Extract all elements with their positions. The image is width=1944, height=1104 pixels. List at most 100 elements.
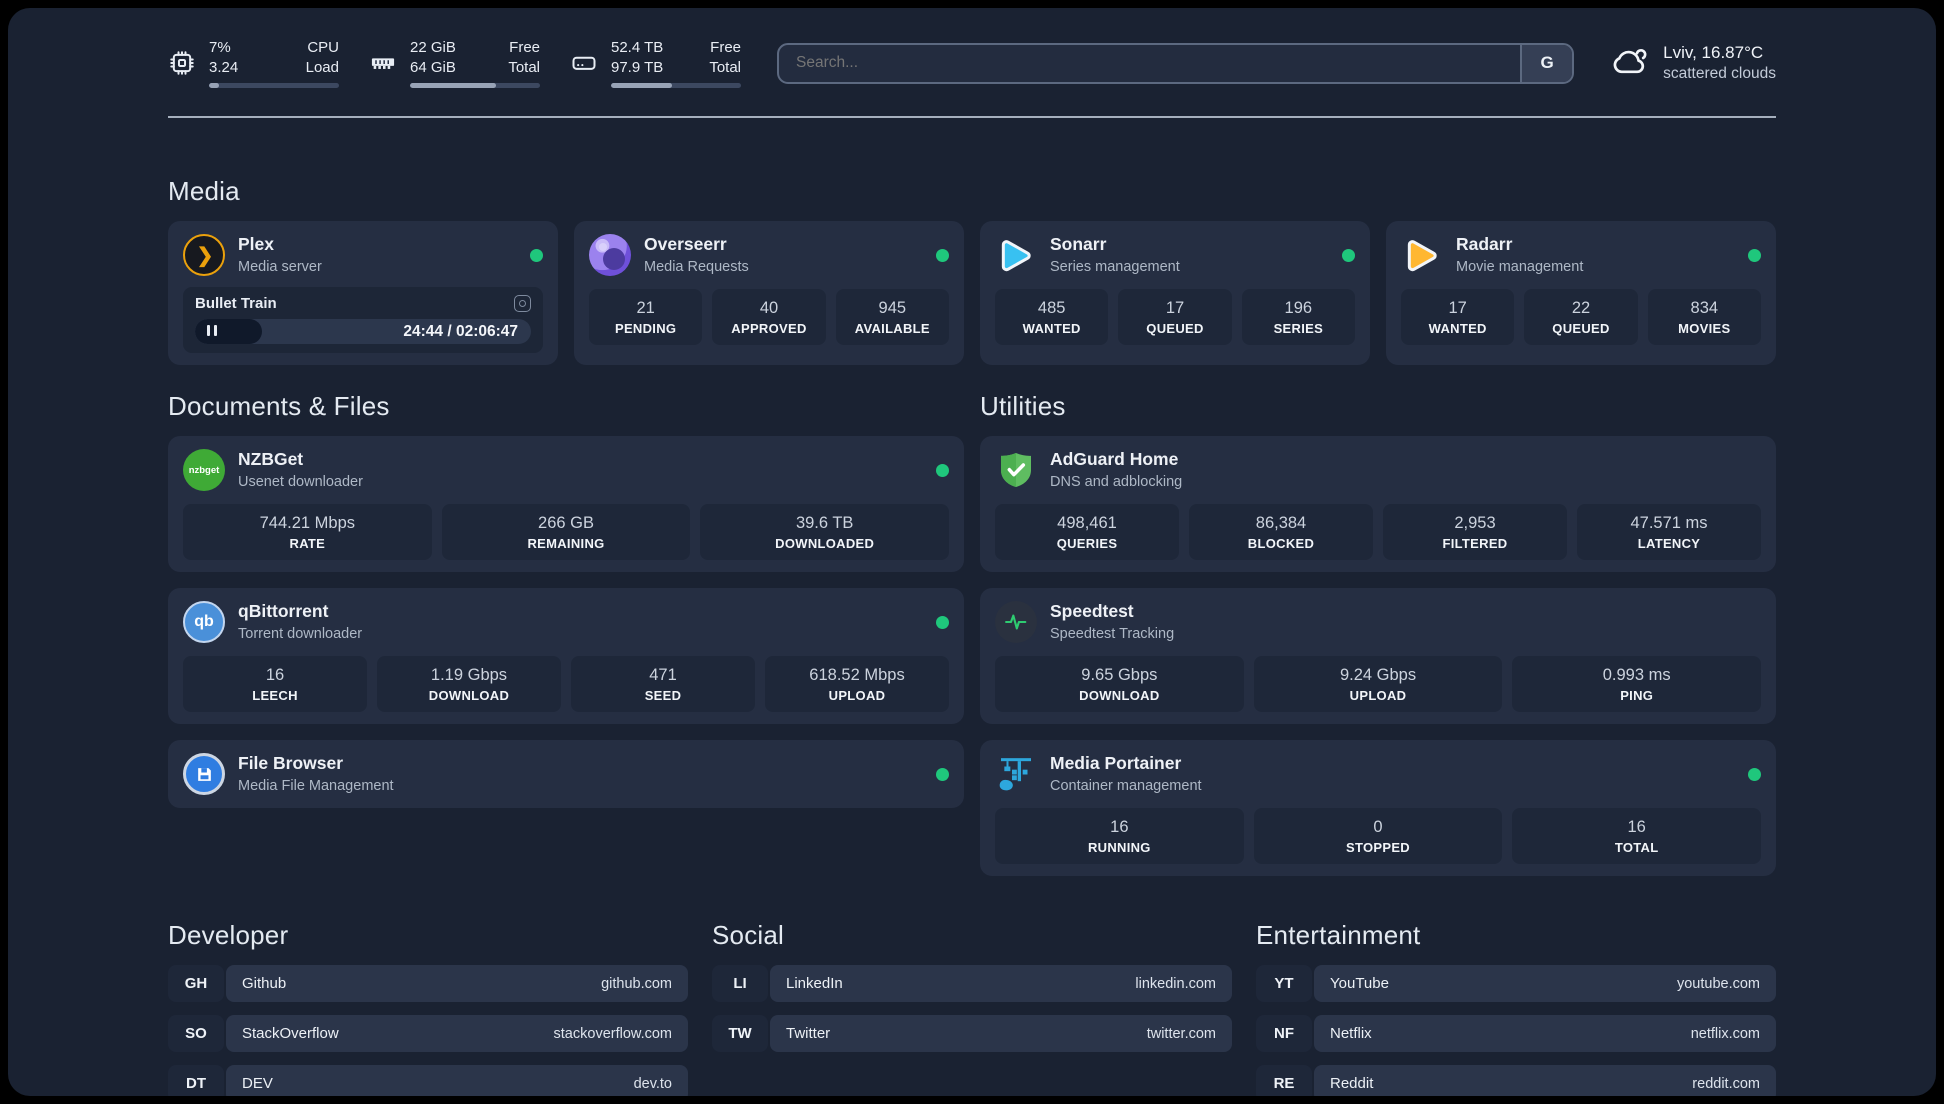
app-card-plex[interactable]: ❯ Plex Media server Bullet Train 24: (168, 221, 558, 365)
search-input[interactable] (779, 44, 1521, 82)
app-name: Plex (238, 234, 274, 254)
storage-stat: 52.4 TB 97.9 TB Free Total (570, 38, 741, 88)
stat-box-wanted: 17 WANTED (1401, 289, 1515, 345)
bookmark-name: YouTube (1330, 975, 1389, 992)
bookmark-url: stackoverflow.com (553, 1025, 672, 1042)
utilities-column: Utilities AdGuard Home (980, 391, 1776, 876)
status-dot (1342, 248, 1355, 262)
app-description: Usenet downloader (238, 473, 363, 490)
documents-section-title: Documents & Files (168, 391, 390, 421)
stat-box-movies: 834 MOVIES (1647, 289, 1761, 345)
disk-icon (570, 49, 598, 77)
bookmark-abbr: GH (168, 965, 224, 1002)
app-card-adguard[interactable]: AdGuard Home DNS and adblocking 498,461 Q… (980, 436, 1776, 572)
bookmark-url: youtube.com (1676, 975, 1760, 992)
bookmark-linkedin[interactable]: LI LinkedIn linkedin.com (712, 965, 1232, 1002)
status-dot (1748, 767, 1761, 781)
storage-free-label: Free (710, 39, 741, 56)
developer-section-title: Developer (168, 920, 289, 950)
now-playing-title: Bullet Train (195, 295, 277, 312)
app-card-radarr[interactable]: Radarr Movie management 17 WANTED 22 QUEUE… (1386, 221, 1776, 365)
bookmark-twitter[interactable]: TW Twitter twitter.com (712, 1015, 1232, 1052)
status-dot (530, 248, 543, 262)
developer-column: Developer GH Github github.com SO StackO… (168, 920, 688, 1096)
bookmark-abbr: DT (168, 1065, 224, 1096)
bookmark-abbr: YT (1256, 965, 1312, 1002)
app-description: Torrent downloader (238, 625, 363, 642)
bookmark-name: StackOverflow (242, 1025, 339, 1042)
qbittorrent-icon: qb (183, 601, 225, 643)
session-info-icon[interactable] (514, 295, 531, 312)
cpu-load-label: Load (305, 58, 339, 76)
app-name: File Browser (238, 753, 344, 773)
bookmark-abbr: NF (1256, 1015, 1312, 1052)
stat-box-queued: 22 QUEUED (1524, 289, 1638, 345)
app-description: Media Requests (644, 258, 749, 275)
now-playing-widget: Bullet Train 24:44 / 02:06:47 (183, 287, 543, 353)
app-card-sonarr[interactable]: Sonarr Series management 485 WANTED 17 QUE… (980, 221, 1370, 365)
stat-box-pending: 21 PENDING (589, 289, 703, 345)
bookmark-github[interactable]: GH Github github.com (168, 965, 688, 1002)
bookmark-netflix[interactable]: NF Netflix netflix.com (1256, 1015, 1776, 1052)
bookmark-name: Twitter (786, 1025, 831, 1042)
bookmark-name: Netflix (1330, 1025, 1372, 1042)
ram-icon (369, 49, 397, 77)
radarr-icon (1401, 234, 1443, 276)
bookmark-stackoverflow[interactable]: SO StackOverflow stackoverflow.com (168, 1015, 688, 1052)
bookmark-url: github.com (601, 975, 672, 992)
app-card-portainer[interactable]: Media Portainer Container management 16 R… (980, 740, 1776, 876)
bookmark-url: twitter.com (1146, 1025, 1216, 1042)
social-column: Social LI LinkedIn linkedin.com TW Twitt… (712, 920, 1232, 1096)
entertainment-section-title: Entertainment (1256, 920, 1421, 950)
overseerr-icon (589, 234, 631, 276)
app-card-qbittorrent[interactable]: qb qBittorrent Torrent downloader 16 LEEC… (168, 588, 964, 724)
storage-free-value: 52.4 TB (611, 39, 664, 56)
app-description: Movie management (1456, 258, 1584, 275)
stat-box-queries: 498,461 QUERIES (995, 504, 1179, 560)
memory-progressbar (410, 83, 540, 88)
bookmark-dev[interactable]: DT DEV dev.to (168, 1065, 688, 1096)
storage-progressbar (611, 83, 741, 88)
bookmark-abbr: TW (712, 1015, 768, 1052)
topbar: 7% 3.24 CPU Load (168, 36, 1776, 90)
cpu-usage-label: CPU (307, 39, 339, 56)
stat-box-running: 16 RUNNING (995, 808, 1244, 864)
sonarr-icon (995, 234, 1037, 276)
bookmark-youtube[interactable]: YT YouTube youtube.com (1256, 965, 1776, 1002)
stat-box-download: 9.65 Gbps DOWNLOAD (995, 656, 1244, 712)
status-dot (936, 248, 949, 262)
storage-total-label: Total (709, 58, 741, 76)
bookmark-reddit[interactable]: RE Reddit reddit.com (1256, 1065, 1776, 1096)
app-card-nzbget[interactable]: nzbget NZBGet Usenet downloader 744.21 M… (168, 436, 964, 572)
app-name: Sonarr (1050, 234, 1107, 254)
social-section-title: Social (712, 920, 785, 950)
pause-icon[interactable] (207, 323, 218, 341)
bookmark-url: dev.to (633, 1075, 672, 1092)
dashboard-panel: 7% 3.24 CPU Load (8, 8, 1936, 1096)
bookmark-abbr: SO (168, 1015, 224, 1052)
bookmark-name: DEV (242, 1075, 273, 1092)
stat-box-queued: 17 QUEUED (1118, 289, 1232, 345)
cpu-progressbar (209, 83, 339, 88)
bookmark-name: LinkedIn (786, 975, 843, 992)
search-engine-button[interactable]: G (1520, 44, 1573, 82)
weather-widget: Lviv, 16.87°C scattered clouds (1610, 41, 1776, 86)
app-card-filebrowser[interactable]: File Browser Media File Management (168, 740, 964, 808)
status-dot (936, 463, 949, 477)
app-card-speedtest[interactable]: Speedtest Speedtest Tracking 9.65 Gbps DO… (980, 588, 1776, 724)
adguard-icon (995, 449, 1037, 491)
media-cards-row: ❯ Plex Media server Bullet Train 24: (168, 221, 1776, 365)
cloud-icon (1610, 41, 1650, 86)
app-card-overseerr[interactable]: Overseerr Media Requests 21 PENDING 40 APP… (574, 221, 964, 365)
cpu-load-value: 3.24 (209, 58, 239, 76)
stat-box-latency: 47.571 ms LATENCY (1577, 504, 1761, 560)
documents-column: Documents & Files nzbget NZBGet Usenet d… (168, 391, 964, 876)
cpu-icon (168, 49, 196, 77)
app-name: Speedtest (1050, 601, 1134, 621)
memory-stat: 22 GiB 64 GiB Free Total (369, 38, 540, 88)
playback-progressbar[interactable]: 24:44 / 02:06:47 (195, 319, 531, 344)
stat-box-upload: 618.52 Mbps UPLOAD (765, 656, 949, 712)
weather-condition: scattered clouds (1663, 65, 1776, 82)
entertainment-column: Entertainment YT YouTube youtube.com NF … (1256, 920, 1776, 1096)
bookmark-abbr: RE (1256, 1065, 1312, 1096)
